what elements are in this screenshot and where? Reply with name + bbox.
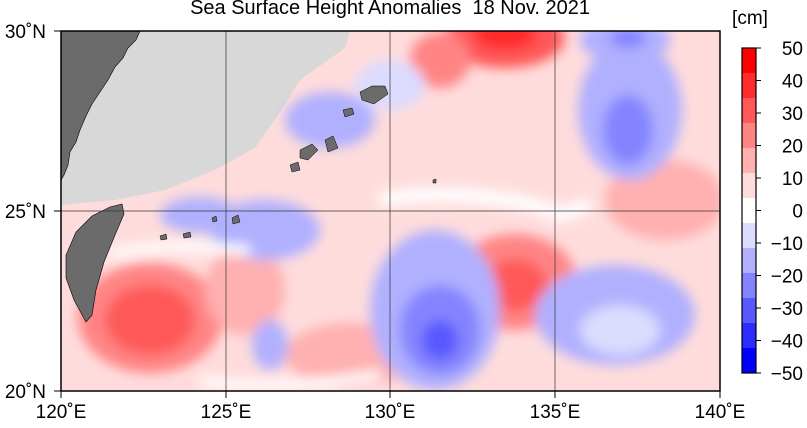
y-axis-labels: 30˚N 25˚N 20˚N [5, 22, 46, 403]
x-tick-label: 125˚E [201, 402, 252, 423]
colorbar-label: 30 [782, 104, 803, 125]
colorbar-swatch [742, 323, 756, 349]
colorbar-label: −50 [771, 364, 803, 385]
colorbar-swatch [742, 123, 756, 149]
colorbar-label: −20 [771, 267, 803, 288]
map-area [61, 31, 720, 391]
colorbar-swatch [742, 173, 756, 199]
y-tick-label: 25˚N [5, 202, 46, 223]
colorbar-swatch [742, 248, 756, 274]
colorbar-label: 20 [782, 137, 803, 158]
x-axis-labels: 120˚E 125˚E 130˚E 135˚E 140˚E [36, 402, 746, 423]
colorbar-unit: [cm] [732, 8, 768, 29]
colorbar-label: 10 [782, 169, 803, 190]
no-data-region [61, 31, 350, 205]
graticule [61, 31, 720, 391]
colorbar-swatch [742, 98, 756, 124]
colorbar-label: −40 [771, 332, 803, 353]
colorbar-swatch [742, 148, 756, 174]
x-tick-label: 140˚E [695, 402, 746, 423]
colorbar-swatch [742, 48, 756, 74]
colorbar [741, 47, 757, 374]
colorbar-swatch [742, 348, 756, 374]
colorbar-label: 50 [782, 39, 803, 60]
x-tick-label: 135˚E [530, 402, 581, 423]
colorbar-swatch [742, 223, 756, 249]
frame-ticks [54, 30, 721, 398]
colorbar-swatch [742, 273, 756, 299]
x-tick-label: 130˚E [365, 402, 416, 423]
colorbar-swatch [742, 73, 756, 99]
anomaly-field [78, 31, 720, 391]
colorbar-swatch [742, 198, 756, 224]
colorbar-labels: 50 40 30 20 10 0 −10 −20 −30 −40 −50 [756, 39, 803, 385]
x-tick-label: 120˚E [36, 402, 87, 423]
taiwan-land [65, 203, 125, 323]
map-title: Sea Surface Height Anomalies 18 Nov. 202… [190, 0, 590, 19]
colorbar-label: −10 [771, 234, 803, 255]
y-tick-label: 30˚N [5, 22, 46, 43]
china-land [61, 31, 141, 181]
colorbar-label: 40 [782, 72, 803, 93]
y-tick-label: 20˚N [5, 382, 46, 403]
colorbar-label: 0 [792, 202, 803, 223]
ryukyu-islands [159, 85, 437, 241]
colorbar-label: −30 [771, 299, 803, 320]
colorbar-swatch [742, 298, 756, 324]
